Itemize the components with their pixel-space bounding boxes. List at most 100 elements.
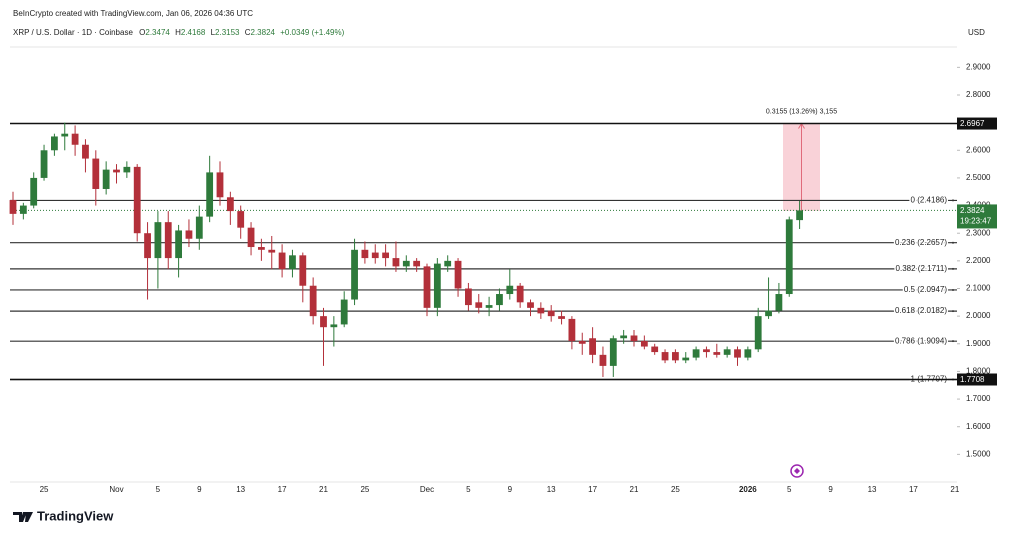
fib-dot (952, 241, 954, 244)
candle-body (247, 227, 255, 248)
candle-body (609, 338, 617, 366)
currency: USD (968, 28, 985, 37)
candle-body (382, 252, 389, 259)
change: +0.0349 (+1.49%) (280, 28, 344, 37)
logo-text: TradingView (37, 508, 114, 523)
last-price-label: 2.3824 (960, 206, 985, 215)
candle-body (206, 172, 214, 217)
fib-label: 0.786 (1.9094) (895, 336, 947, 345)
x-tick-label: 5 (787, 485, 792, 494)
fib-label: 0.5 (2.0947) (904, 285, 947, 294)
ohlc-key: H (175, 28, 181, 37)
candle-body (672, 352, 679, 361)
candle-body (351, 249, 358, 300)
candle-body (102, 169, 110, 189)
y-tick-label: 2.2000 (966, 256, 991, 265)
candle-body (82, 144, 89, 159)
x-tick-label: 25 (40, 485, 49, 494)
candle-body (703, 349, 710, 353)
price-box-label: 2.6967 (960, 119, 985, 128)
candle-body (734, 349, 741, 358)
credit: BeInCrypto created with TradingView.com,… (13, 9, 253, 18)
candle-body (237, 211, 245, 228)
y-tick-label: 2.0000 (966, 311, 991, 320)
candle-body (620, 335, 628, 339)
x-tick-label: 5 (466, 485, 471, 494)
candle-body (185, 230, 193, 239)
candle-body (92, 158, 100, 189)
fib-label: 0.382 (2.1711) (896, 264, 948, 273)
event-icon (790, 464, 804, 478)
candle-body (599, 354, 607, 366)
y-tick-label: 2.5000 (966, 173, 991, 182)
ohlc-key: O (139, 28, 145, 37)
y-tick-label: 2.8000 (966, 90, 991, 99)
x-tick-label: 5 (156, 485, 161, 494)
candle-body (268, 249, 276, 253)
x-tick-label: 17 (588, 485, 597, 494)
fib-dot (952, 267, 954, 270)
candle-body (423, 266, 431, 308)
fib-dot (952, 310, 954, 313)
candle-body (361, 249, 369, 259)
candle-body (516, 285, 524, 303)
ohlc-value: 2.3153 (215, 28, 240, 37)
candle-body (371, 252, 379, 259)
y-tick-label: 2.6000 (966, 145, 991, 154)
candle-body (785, 219, 793, 295)
candle-body (19, 205, 27, 214)
price-box (957, 373, 997, 386)
candle-body (413, 260, 421, 267)
x-tick-label: Nov (109, 485, 123, 494)
candle-body (340, 299, 348, 325)
candle-body (144, 233, 151, 259)
candle-body (640, 341, 648, 347)
x-tick-label: 13 (868, 485, 877, 494)
candle-body (40, 150, 48, 178)
last-price-box (957, 204, 997, 229)
x-tick-label: 2026 (739, 485, 757, 494)
candle-body (175, 230, 182, 259)
candle-body (723, 349, 731, 355)
candle-body (744, 349, 752, 358)
logo: TradingView (13, 508, 114, 523)
candle-body (154, 222, 162, 259)
y-tick-label: 1.6000 (966, 422, 991, 431)
candle-body (123, 166, 131, 173)
fib-label: 0.236 (2.2657) (895, 238, 947, 247)
candle-body (330, 324, 338, 328)
candle-body (713, 352, 721, 355)
x-tick-label: 9 (508, 485, 513, 494)
x-tick-label: 17 (278, 485, 287, 494)
fib-label: 0.618 (2.0182) (895, 306, 947, 315)
candle-body (402, 260, 410, 267)
x-tick-label: 21 (630, 485, 639, 494)
y-tick-label: 2.3000 (966, 228, 991, 237)
candle-body (796, 210, 803, 221)
candle-body (775, 294, 783, 311)
candle-body (568, 318, 576, 342)
x-tick-label: 25 (360, 485, 369, 494)
ohlc-value: 2.3474 (145, 28, 170, 37)
candle-body (309, 285, 317, 317)
candle-body (320, 316, 327, 328)
candle-body (30, 177, 38, 206)
candle-body (537, 307, 545, 314)
y-tick-label: 1.7000 (966, 394, 991, 403)
fib-dot (952, 288, 954, 291)
x-tick-label: 25 (671, 485, 680, 494)
candle-body (71, 133, 79, 145)
measure-label: 0.3155 (13.26%) 3,155 (766, 108, 837, 115)
price-box (957, 117, 997, 130)
y-tick-label: 1.5000 (966, 449, 991, 458)
candle-body (485, 305, 493, 308)
candle-body (630, 335, 638, 342)
candle-body (433, 263, 441, 308)
candle-body (661, 352, 669, 361)
candle-body (444, 260, 452, 267)
ohlc-value: 2.4168 (181, 28, 206, 37)
candle-body (51, 136, 58, 151)
x-tick-label: 13 (236, 485, 245, 494)
x-tick-label: 21 (319, 485, 328, 494)
event-glyph (794, 468, 800, 474)
